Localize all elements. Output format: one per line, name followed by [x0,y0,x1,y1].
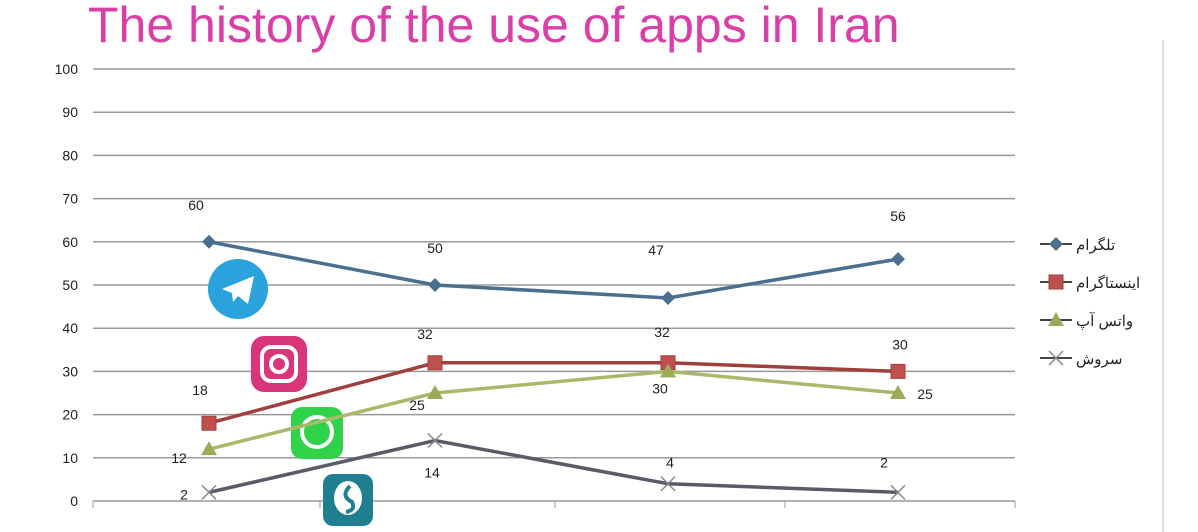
data-label: 4 [666,455,674,471]
telegram-plane-icon [222,276,254,304]
data-label: 32 [654,324,670,340]
y-tick-label: 0 [70,493,78,509]
data-label: 30 [892,336,908,352]
data-label: 30 [652,380,668,396]
data-label: 50 [427,240,443,256]
series-line [208,240,899,300]
y-tick-label: 90 [62,104,78,120]
chart-title: The history of the use of apps in Iran [88,0,900,53]
soroush-glyph-icon [343,484,356,514]
data-label: 60 [188,197,204,213]
data-point [427,355,443,371]
series-line [208,369,899,451]
data-label: 14 [424,465,440,481]
data-point [1048,274,1064,290]
app-icons [208,259,373,526]
data-label: 2 [880,454,888,470]
data-point [202,234,216,249]
data-point [890,385,906,399]
y-tick-label: 20 [62,407,78,423]
data-label: 25 [409,397,425,413]
data-point [890,363,906,379]
y-tick-label: 30 [62,363,78,379]
series-line [208,361,899,425]
data-point [1049,237,1063,251]
y-tick-label: 80 [62,147,78,163]
series-line [208,438,899,495]
data-point [661,290,675,305]
legend-item: اینستاگرام [1040,274,1140,292]
legend-item: تلگرام [1040,236,1115,254]
legend-label: سروش [1076,351,1122,368]
data-point [1048,350,1064,366]
y-tick-label: 70 [62,191,78,207]
legend-label: اینستاگرام [1076,274,1140,292]
data-point [890,484,906,500]
data-point [201,415,217,431]
y-tick-label: 40 [62,320,78,336]
legend-item: واتس آپ [1040,312,1133,330]
instagram-icon [251,336,307,392]
series-1: 18 32 32 30 [192,324,908,431]
data-point [201,441,217,456]
data-point [201,484,217,500]
y-tick-label: 50 [62,277,78,293]
instagram-frame-icon [260,345,298,383]
data-point [427,385,443,399]
series-0: 60 50 47 56 [188,197,906,305]
whatsapp-icon [291,407,343,459]
data-label: 32 [417,326,433,342]
whatsapp-bubble-icon [300,415,334,449]
data-label: 25 [917,386,933,402]
data-label: 47 [648,242,664,258]
legend-item: سروش [1040,350,1122,368]
legend-label: واتس آپ [1076,312,1133,330]
data-point [428,278,442,292]
data-point [660,363,676,378]
data-point [660,476,676,492]
data-point [427,432,443,449]
y-tick-label: 10 [62,450,78,466]
legend-label: تلگرام [1076,236,1115,254]
y-tick-label: 60 [62,234,78,250]
data-label: 18 [192,382,208,398]
series-2: 12 25 30 25 [171,363,933,466]
data-point [891,252,905,267]
data-point [1048,312,1064,326]
data-label: 56 [890,208,906,224]
instagram-lens-icon [269,354,289,374]
data-label: 2 [180,486,188,502]
series-3: 2 14 4 2 [180,432,906,502]
data-label: 12 [171,450,187,466]
y-tick-label: 100 [55,61,79,77]
